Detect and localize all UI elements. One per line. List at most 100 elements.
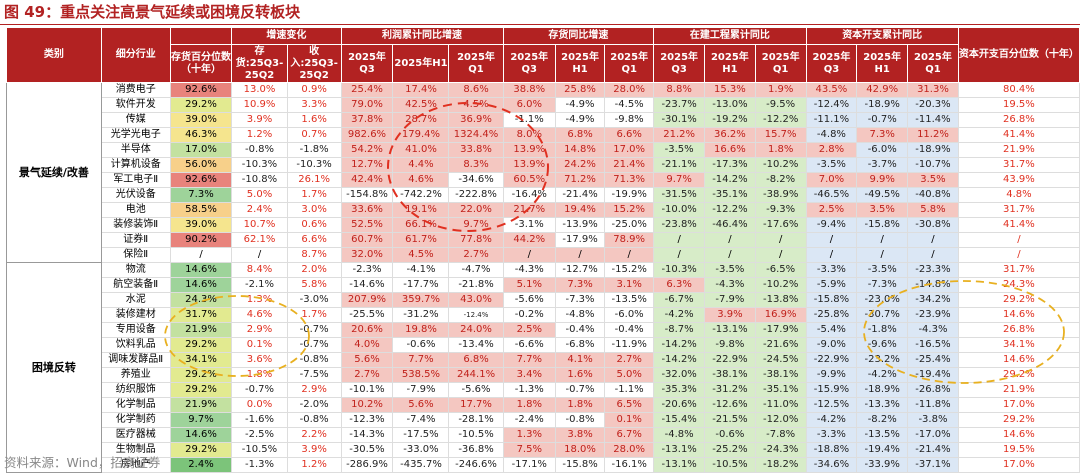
value-cell: -246.6% xyxy=(448,457,504,473)
value-cell: -15.2% xyxy=(604,262,655,278)
value-cell: 41.4% xyxy=(957,127,1080,143)
value-cell: -23.8% xyxy=(653,217,706,233)
value-cell: 2.7% xyxy=(448,247,504,263)
value-cell: 207.9% xyxy=(340,292,394,308)
value-cell: 26.8% xyxy=(957,112,1080,128)
value-cell: 58.5% xyxy=(169,202,233,218)
value-cell: 982.6% xyxy=(340,127,394,143)
value-cell: 4.0% xyxy=(340,337,394,353)
value-cell: 29.2% xyxy=(169,337,233,353)
value-cell: 31.7% xyxy=(957,262,1080,278)
value-cell: -12.2% xyxy=(754,112,807,128)
table-row: 医疗器械 14.6% -2.5% 2.2% -14.3% -17.5% -10.5% 1.3%… xyxy=(7,427,1080,443)
value-cell: -25.5% xyxy=(340,307,394,323)
value-cell: / xyxy=(653,247,706,263)
value-cell: -9.9% xyxy=(805,367,858,383)
value-cell: -0.7% xyxy=(554,382,606,398)
value-cell: 1.8% xyxy=(502,397,556,413)
value-cell: -18.8% xyxy=(805,442,858,458)
value-cell: 2.0% xyxy=(286,262,342,278)
value-cell: -35.1% xyxy=(754,382,807,398)
value-cell: -0.7% xyxy=(856,112,909,128)
value-cell: -15.8% xyxy=(805,292,858,308)
value-cell: 90.2% xyxy=(169,232,233,248)
value-cell: 1.6% xyxy=(554,367,606,383)
value-cell: 32.0% xyxy=(340,247,394,263)
value-cell: -13.4% xyxy=(448,337,504,353)
value-cell: -9.6% xyxy=(856,337,909,353)
value-cell: 24.3% xyxy=(957,277,1080,293)
value-cell: -17.9% xyxy=(754,322,807,338)
value-cell: -6.7% xyxy=(653,292,706,308)
value-cell: -1.8% xyxy=(856,322,909,338)
industry-cell: 半导体 xyxy=(100,142,171,158)
header-group-row: 类别 细分行业 增速变化 利润累计同比增速 存货同比增速 在建工程累计同比 资本… xyxy=(6,27,1080,83)
value-cell: -28.1% xyxy=(448,412,504,428)
value-cell: -10.5% xyxy=(231,442,288,458)
value-cell: -13.9% xyxy=(554,217,606,233)
industry-cell: 水泥 xyxy=(100,292,171,308)
value-cell: -10.8% xyxy=(231,172,288,188)
value-cell: 3.9% xyxy=(231,112,288,128)
value-cell: -6.8% xyxy=(554,337,606,353)
value-cell: 21.9% xyxy=(957,142,1080,158)
value-cell: 5.6% xyxy=(392,397,450,413)
value-cell: -9.8% xyxy=(704,337,756,353)
value-cell: -17.9% xyxy=(554,232,606,248)
value-cell: 36.2% xyxy=(704,127,756,143)
value-cell: -24.5% xyxy=(754,352,807,368)
value-cell: 1.3% xyxy=(231,292,288,308)
value-cell: -16.1% xyxy=(604,457,655,473)
table-row: 光伏设备 7.3% 5.0% 1.7% -154.8% -742.2% -222.8% -16… xyxy=(7,187,1080,203)
value-cell: -7.3% xyxy=(554,292,606,308)
value-cell: 10.2% xyxy=(340,397,394,413)
value-cell: 29.2% xyxy=(169,367,233,383)
value-cell: / xyxy=(704,232,756,248)
value-cell: -18.2% xyxy=(754,457,807,473)
value-cell: 9.7% xyxy=(653,172,706,188)
table-row: 水泥 24.3% 1.3% -3.0% 207.9% 359.7% 43.0% -5.6% -7… xyxy=(7,292,1080,308)
value-cell: 2.7% xyxy=(340,367,394,383)
value-cell: -21.8% xyxy=(448,277,504,293)
group-header-inventory-growth: 存货同比增速 xyxy=(502,27,655,45)
data-table: 类别 细分行业 增速变化 利润累计同比增速 存货同比增速 在建工程累计同比 资本… xyxy=(6,27,1080,473)
value-cell: -2.1% xyxy=(231,277,288,293)
value-cell: 77.8% xyxy=(448,232,504,248)
value-cell: -7.9% xyxy=(392,382,450,398)
value-cell: -3.5% xyxy=(856,262,909,278)
value-cell: / xyxy=(907,247,959,263)
industry-cell: 纺织服饰 xyxy=(100,382,171,398)
value-cell: 2.9% xyxy=(286,382,342,398)
value-cell: -7.8% xyxy=(754,427,807,443)
value-cell: -23.7% xyxy=(653,97,706,113)
value-cell: -13.3% xyxy=(856,397,909,413)
value-cell: -19.4% xyxy=(907,367,959,383)
value-cell: -12.7% xyxy=(554,262,606,278)
value-cell: -33.9% xyxy=(856,457,909,473)
value-cell: 179.4% xyxy=(392,127,450,143)
value-cell: -13.8% xyxy=(754,292,807,308)
value-cell: 8.8% xyxy=(653,82,706,98)
value-cell: -15.8% xyxy=(554,457,606,473)
value-cell: -3.3% xyxy=(805,262,858,278)
value-cell: -3.1% xyxy=(502,217,556,233)
value-cell: 5.0% xyxy=(604,367,655,383)
value-cell: -17.5% xyxy=(392,427,450,443)
value-cell: 31.7% xyxy=(957,157,1080,173)
value-cell: -6.5% xyxy=(754,262,807,278)
value-cell: -222.8% xyxy=(448,187,504,203)
value-cell: 26.8% xyxy=(957,322,1080,338)
value-cell: 3.6% xyxy=(231,352,288,368)
value-cell: -18.9% xyxy=(856,97,909,113)
table-row: 化学制品 21.9% 0.0% -2.0% 10.2% 5.6% 17.7% 1.8% 1.8%… xyxy=(7,397,1080,413)
value-cell: 14.6% xyxy=(169,427,233,443)
value-cell: 13.9% xyxy=(502,142,556,158)
value-cell: -36.8% xyxy=(448,442,504,458)
value-cell: 38.8% xyxy=(502,82,556,98)
value-cell: -0.8% xyxy=(286,412,342,428)
value-cell: 0.9% xyxy=(286,82,342,98)
value-cell: / xyxy=(805,232,858,248)
value-cell: 15.7% xyxy=(754,127,807,143)
value-cell: 37.8% xyxy=(340,112,394,128)
value-cell: -25.4% xyxy=(907,352,959,368)
